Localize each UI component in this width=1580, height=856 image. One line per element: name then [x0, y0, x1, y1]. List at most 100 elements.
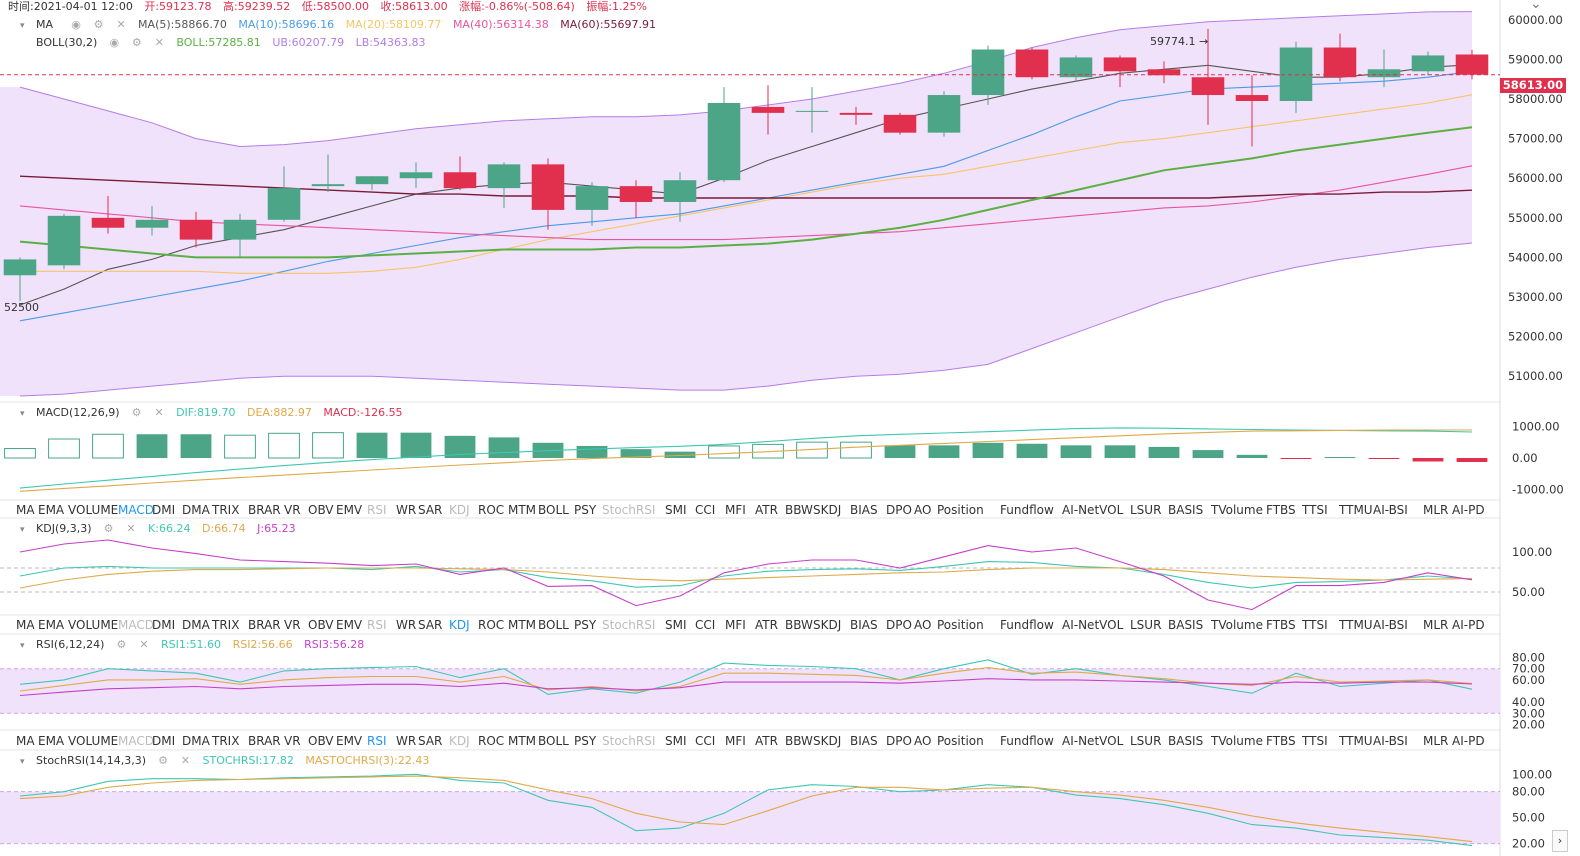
settings-icon[interactable]: ⚙	[158, 754, 168, 767]
close-icon[interactable]: ✕	[139, 638, 149, 651]
indicator-tab-lsur[interactable]: LSUR	[1130, 503, 1162, 517]
indicator-tab-trix[interactable]: TRIX	[212, 618, 240, 632]
indicator-tab-tvolume[interactable]: TVolume	[1211, 503, 1263, 517]
indicator-tab-fundflow[interactable]: Fundflow	[1000, 618, 1054, 632]
indicator-tab-macd[interactable]: MACD	[118, 503, 154, 517]
indicator-tab-basis[interactable]: BASIS	[1168, 618, 1204, 632]
indicator-tab-wr[interactable]: WR	[396, 503, 417, 517]
indicator-tab-position[interactable]: Position	[937, 734, 984, 748]
indicator-tab-mlr[interactable]: MLR	[1423, 503, 1449, 517]
indicator-tab-wr[interactable]: WR	[396, 618, 417, 632]
indicator-tab-cci[interactable]: CCI	[695, 618, 716, 632]
close-icon[interactable]: ✕	[154, 36, 164, 49]
close-icon[interactable]: ✕	[116, 18, 126, 31]
indicator-tab-ai-bsi[interactable]: AI-BSI	[1373, 503, 1408, 517]
collapse-caret-icon[interactable]: ▾	[20, 757, 25, 767]
indicator-tab-mtm[interactable]: MTM	[508, 503, 537, 517]
indicator-tab-atr[interactable]: ATR	[755, 618, 778, 632]
indicator-tab-stochrsi[interactable]: StochRSI	[602, 503, 656, 517]
indicator-tab-fundflow[interactable]: Fundflow	[1000, 734, 1054, 748]
indicator-tab-emv[interactable]: EMV	[336, 503, 363, 517]
indicator-tab-ftbs[interactable]: FTBS	[1266, 734, 1296, 748]
indicator-tab-smi[interactable]: SMI	[665, 734, 687, 748]
collapse-caret-icon[interactable]: ▾	[20, 21, 25, 31]
indicator-tab-rsi[interactable]: RSI	[367, 618, 387, 632]
indicator-tab-bias[interactable]: BIAS	[850, 618, 878, 632]
indicator-tab-skdj[interactable]: SKDJ	[813, 618, 842, 632]
indicator-tab-rsi[interactable]: RSI	[367, 734, 387, 748]
indicator-tab-ema[interactable]: EMA	[38, 734, 65, 748]
indicator-tab-mfi[interactable]: MFI	[725, 503, 746, 517]
settings-icon[interactable]: ⚙	[103, 522, 114, 535]
indicator-tab-ai-bsi[interactable]: AI-BSI	[1373, 734, 1408, 748]
indicator-tab-ao[interactable]: AO	[914, 734, 932, 748]
indicator-tab-brar[interactable]: BRAR	[248, 503, 281, 517]
indicator-tab-dma[interactable]: DMA	[182, 503, 210, 517]
indicator-tab-vr[interactable]: VR	[284, 503, 301, 517]
indicator-tab-stochrsi[interactable]: StochRSI	[602, 734, 656, 748]
indicator-tab-skdj[interactable]: SKDJ	[813, 503, 842, 517]
indicator-tab-mtm[interactable]: MTM	[508, 734, 537, 748]
indicator-tab-rsi[interactable]: RSI	[367, 503, 387, 517]
indicator-tab-volume[interactable]: VOLUME	[68, 734, 119, 748]
indicator-tab-emv[interactable]: EMV	[336, 734, 363, 748]
indicator-tab-roc[interactable]: ROC	[478, 618, 505, 632]
indicator-tab-fundflow[interactable]: Fundflow	[1000, 503, 1054, 517]
settings-icon[interactable]: ⚙	[131, 406, 142, 419]
indicator-tab-ai-bsi[interactable]: AI-BSI	[1373, 618, 1408, 632]
settings-icon[interactable]: ⚙	[93, 18, 104, 31]
indicator-tab-boll[interactable]: BOLL	[538, 734, 569, 748]
indicator-tab-mlr[interactable]: MLR	[1423, 734, 1449, 748]
indicator-tab-dpo[interactable]: DPO	[886, 734, 912, 748]
close-icon[interactable]: ✕	[126, 522, 136, 535]
indicator-tab-vr[interactable]: VR	[284, 734, 301, 748]
indicator-tab-kdj[interactable]: KDJ	[449, 503, 470, 517]
collapse-caret-icon[interactable]: ▾	[20, 409, 25, 419]
indicator-tab-mfi[interactable]: MFI	[725, 734, 746, 748]
indicator-tab-dma[interactable]: DMA	[182, 734, 210, 748]
indicator-tab-dmi[interactable]: DMI	[152, 503, 176, 517]
indicator-tab-ai-netvol[interactable]: AI-NetVOL	[1062, 618, 1124, 632]
indicator-tab-obv[interactable]: OBV	[308, 503, 334, 517]
indicator-tab-ma[interactable]: MA	[16, 734, 35, 748]
indicator-tab-macd[interactable]: MACD	[118, 734, 154, 748]
collapse-caret-icon[interactable]: ▾	[20, 641, 25, 651]
indicator-tab-macd[interactable]: MACD	[118, 618, 154, 632]
indicator-tab-bbw[interactable]: BBW	[785, 734, 813, 748]
indicator-tab-atr[interactable]: ATR	[755, 503, 778, 517]
indicator-tab-lsur[interactable]: LSUR	[1130, 618, 1162, 632]
indicator-tab-dpo[interactable]: DPO	[886, 618, 912, 632]
indicator-tab-roc[interactable]: ROC	[478, 503, 505, 517]
indicator-tab-boll[interactable]: BOLL	[538, 618, 569, 632]
indicator-tab-wr[interactable]: WR	[396, 734, 417, 748]
indicator-tab-ma[interactable]: MA	[16, 503, 35, 517]
indicator-tab-mlr[interactable]: MLR	[1423, 618, 1449, 632]
indicator-tab-kdj[interactable]: KDJ	[449, 734, 470, 748]
collapse-caret-icon[interactable]: ▾	[20, 525, 25, 535]
indicator-tab-cci[interactable]: CCI	[695, 734, 716, 748]
indicator-tab-brar[interactable]: BRAR	[248, 734, 281, 748]
indicator-tab-cci[interactable]: CCI	[695, 503, 716, 517]
indicator-tab-ai-pd[interactable]: AI-PD	[1452, 618, 1485, 632]
indicator-tab-ttsi[interactable]: TTSI	[1302, 503, 1328, 517]
indicator-tab-ema[interactable]: EMA	[38, 503, 65, 517]
indicator-tab-vr[interactable]: VR	[284, 618, 301, 632]
indicator-tab-sar[interactable]: SAR	[418, 734, 443, 748]
indicator-tab-emv[interactable]: EMV	[336, 618, 363, 632]
indicator-tab-position[interactable]: Position	[937, 618, 984, 632]
indicator-tab-psy[interactable]: PSY	[574, 618, 597, 632]
indicator-tab-kdj[interactable]: KDJ	[449, 618, 470, 632]
indicator-tab-ttmu[interactable]: TTMU	[1339, 734, 1373, 748]
indicator-tab-mfi[interactable]: MFI	[725, 618, 746, 632]
indicator-tab-ttmu[interactable]: TTMU	[1339, 618, 1373, 632]
eye-icon[interactable]: ◉	[71, 18, 81, 31]
indicator-tab-boll[interactable]: BOLL	[538, 503, 569, 517]
indicator-tab-sar[interactable]: SAR	[418, 503, 443, 517]
indicator-tab-ai-netvol[interactable]: AI-NetVOL	[1062, 734, 1124, 748]
indicator-tab-atr[interactable]: ATR	[755, 734, 778, 748]
indicator-tab-ema[interactable]: EMA	[38, 618, 65, 632]
indicator-tab-dma[interactable]: DMA	[182, 618, 210, 632]
indicator-tab-smi[interactable]: SMI	[665, 503, 687, 517]
indicator-tab-bias[interactable]: BIAS	[850, 503, 878, 517]
